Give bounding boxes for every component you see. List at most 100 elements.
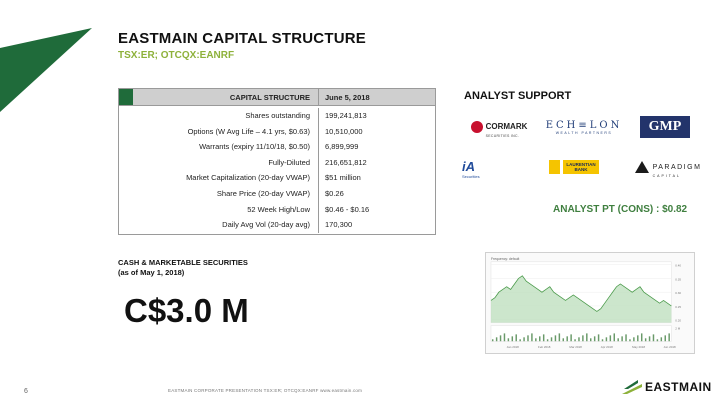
gmp-logo: GMP	[640, 116, 690, 138]
cash-title-line2: (as of May 1, 2018)	[118, 268, 185, 277]
laurentian-bank-logo: LAURENTIAN BANK	[547, 156, 601, 178]
volume-bar	[668, 333, 670, 342]
volume-bar	[582, 335, 584, 342]
row-label: Fully-Diluted	[268, 157, 310, 167]
volume-bar	[539, 336, 541, 342]
volume-bar	[511, 336, 514, 342]
row-value: 216,651,812	[318, 154, 435, 171]
ia-name: iA	[462, 158, 475, 174]
row-value: 6,899,999	[318, 139, 435, 155]
table-row: 52 Week High/Low $0.46 - $0.16	[119, 201, 435, 218]
volume-bar	[605, 337, 608, 342]
cormark-name: CORMARK	[485, 122, 528, 131]
echelon-name: ECH≡LON	[545, 119, 623, 131]
echelon-logo: ECH≡LON WEALTH PARTNERS	[545, 116, 623, 138]
volume-bar	[625, 334, 627, 342]
laurentian-box: LAURENTIAN BANK	[563, 160, 599, 174]
volume-bar	[566, 336, 568, 342]
page-number: 6	[24, 388, 28, 395]
volume-bar	[546, 339, 549, 342]
volume-bar	[570, 334, 572, 342]
volume-bar	[499, 335, 502, 342]
row-value: $51 million	[318, 170, 435, 186]
row-value: 199,241,813	[318, 108, 435, 124]
table-body: Shares outstanding 199,241,813 Options (W …	[119, 106, 435, 234]
table-row: Warrants (expiry 11/10/18, $0.50) 6,899,9…	[119, 139, 435, 155]
row-label: Options (W Avg Life – 4.1 yrs, $0.63)	[187, 126, 310, 136]
paradigm-name: PARADIGM	[652, 164, 702, 171]
table-header-date: June 5, 2018	[318, 89, 435, 105]
row-value: 10,510,000	[318, 123, 435, 140]
volume-bar	[656, 339, 659, 342]
row-value: $0.26	[318, 185, 435, 202]
x-tick-label: Feb 2018	[538, 345, 551, 349]
footer-text: EASTMAIN CORPORATE PRESENTATION TSX:ER; …	[168, 388, 363, 393]
laurentian-line2: BANK	[574, 167, 588, 172]
volume-bar	[515, 334, 517, 342]
volume-bar	[601, 339, 604, 342]
laurentian-line1: LAURENTIAN	[566, 162, 596, 167]
volume-bar	[648, 336, 651, 342]
x-tick-label: Jan 2018	[507, 345, 519, 349]
row-label: Daily Avg Vol (20-day avg)	[222, 220, 310, 230]
volume-bar	[550, 337, 553, 342]
analyst-support-title: ANALYST SUPPORT	[464, 90, 572, 102]
volume-bar	[613, 333, 615, 342]
volume-bar	[507, 338, 510, 342]
row-label: Shares outstanding	[245, 111, 310, 120]
y-tick-label: 0.30	[675, 291, 681, 295]
row-label: Warrants (expiry 11/10/18, $0.50)	[199, 142, 310, 152]
volume-bar	[578, 337, 580, 342]
volume-bar	[629, 339, 631, 342]
volume-bar	[495, 337, 498, 342]
volume-bar	[621, 336, 623, 342]
y-tick-label: 0.20	[675, 319, 681, 323]
stock-price-chart: Frequency: default 0.40 0.35 0.30 0.25 0.20 2 …	[485, 252, 695, 354]
volume-bar	[664, 335, 666, 342]
row-value: $0.46 - $0.16	[318, 201, 435, 218]
ticker-subtitle: TSX:ER; OTCQX:EANRF	[118, 50, 235, 61]
volume-area	[490, 325, 672, 342]
volume-bar	[586, 333, 588, 342]
volume-bar	[523, 337, 525, 342]
volume-bar	[527, 335, 529, 342]
volume-bar	[644, 338, 647, 342]
volume-bar	[542, 334, 545, 342]
y-tick-label: 0.25	[675, 305, 681, 309]
volume-bar	[531, 333, 533, 342]
paradigm-sub: CAPITAL	[652, 174, 681, 178]
volume-bar	[640, 333, 643, 342]
table-row: Market Capitalization (20-day VWAP) $51 m…	[119, 170, 435, 186]
volume-bar	[652, 334, 655, 342]
y-tick-label: 0.40	[675, 264, 681, 268]
row-label: Share Price (20-day VWAP)	[216, 188, 310, 198]
cash-title-line1: CASH & MARKETABLE SECURITIES	[118, 258, 248, 267]
x-tick-label: May 2018	[632, 345, 645, 349]
volume-bar	[660, 337, 663, 342]
cormark-sub: SECURITIES INC.	[485, 134, 520, 138]
volume-bar	[491, 339, 494, 342]
page-title: EASTMAIN CAPITAL STRUCTURE	[118, 30, 366, 47]
price-area	[490, 275, 672, 323]
y-tick-label: 0.35	[675, 277, 681, 281]
row-label: Market Capitalization (20-day VWAP)	[186, 173, 310, 183]
chart-header-label: Frequency: default	[491, 257, 519, 261]
volume-bar	[535, 338, 537, 342]
table-row: Options (W Avg Life – 4.1 yrs, $0.63) 10,…	[119, 123, 435, 140]
volume-bar	[554, 335, 557, 342]
laurentian-mark-icon	[549, 160, 561, 174]
eastmain-mark-icon	[622, 380, 642, 394]
capital-structure-table: CAPITAL STRUCTURE June 5, 2018 Shares ou…	[118, 88, 436, 235]
table-accent-block	[119, 89, 133, 105]
table-header-label: CAPITAL STRUCTURE	[229, 93, 310, 102]
volume-bar	[637, 335, 639, 342]
volume-bar	[597, 334, 600, 342]
volume-bar	[558, 333, 561, 342]
analyst-price-target: ANALYST PT (CONS) : $0.82	[553, 204, 688, 215]
table-row: Daily Avg Vol (20-day avg) 170,300	[119, 217, 435, 233]
paradigm-mark-icon	[634, 161, 649, 173]
volume-label: 2 M	[675, 326, 680, 330]
x-tick-label: Apr 2018	[601, 345, 613, 349]
ia-securities-logo: iA Securities	[462, 155, 506, 183]
volume-bar	[593, 336, 596, 342]
